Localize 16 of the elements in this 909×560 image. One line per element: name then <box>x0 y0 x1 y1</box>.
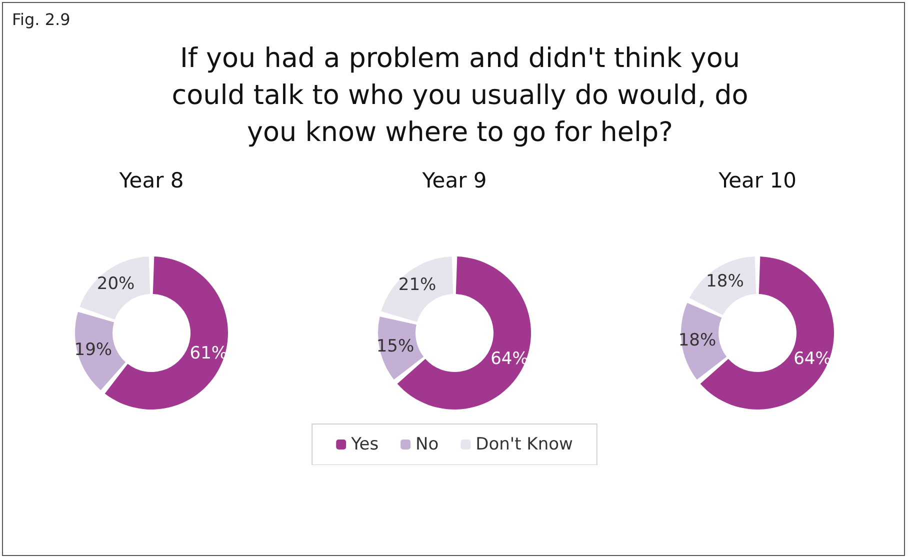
data-label: 19% <box>74 340 112 360</box>
data-label: 64% <box>794 348 832 369</box>
chart-title: Year 9 <box>421 168 487 192</box>
chart-title: Year 10 <box>718 168 796 192</box>
legend-label: No <box>416 434 439 454</box>
chart-title: Year 8 <box>118 168 184 192</box>
text: If you had a problem and didn't think you could talk to who you usually do would, do you know where to go for help? <box>170 42 750 150</box>
data-label: 15% <box>376 336 414 356</box>
data-label: 18% <box>706 272 744 292</box>
legend-label: Yes <box>350 434 379 454</box>
legend-label: Don't Know <box>476 434 573 454</box>
data-label: 20% <box>96 274 135 294</box>
data-label: 21% <box>398 275 436 295</box>
data-label: 64% <box>490 348 528 369</box>
data-label: 18% <box>678 330 716 351</box>
caption: Fig. 2.9 <box>12 10 70 29</box>
